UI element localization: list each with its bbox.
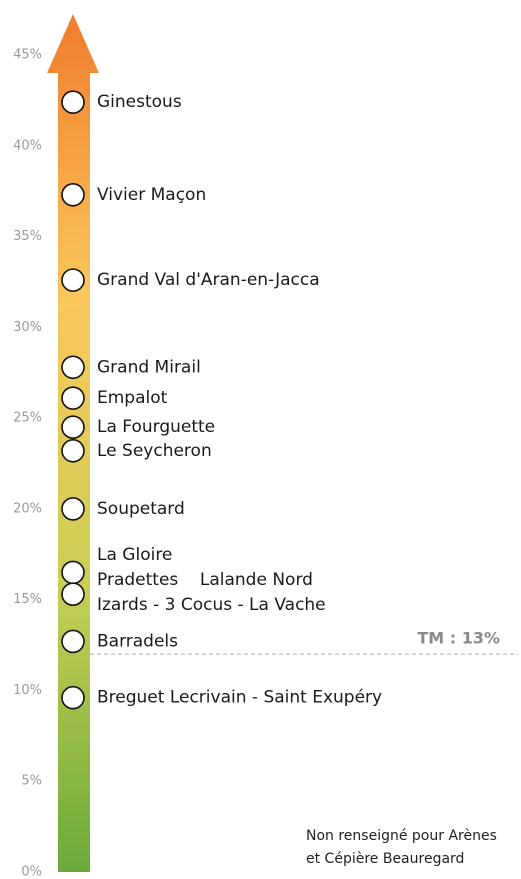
y-tick-label: 45%	[13, 48, 42, 63]
point	[61, 386, 85, 410]
point	[61, 182, 85, 207]
point-label: Le Seycheron	[97, 441, 212, 461]
y-tick-label: 5%	[21, 774, 42, 789]
y-tick-label: 40%	[13, 138, 42, 153]
point	[61, 685, 85, 710]
point	[61, 355, 85, 380]
y-tick-label: 35%	[13, 229, 42, 244]
annotation: TM : 13%	[417, 629, 500, 648]
point-label: Vivier Maçon	[97, 185, 206, 205]
point-label: Soupetard	[97, 499, 185, 519]
point-label: Barradels	[97, 631, 178, 651]
point	[61, 582, 85, 607]
point-label: Empalot	[97, 388, 168, 408]
point-label: Grand Val d'Aran-en-Jacca	[97, 270, 320, 290]
point-label: La Fourguette	[97, 417, 215, 437]
point-label: Ginestous	[97, 92, 182, 112]
point-label: Izards - 3 Cocus - La Vache	[97, 595, 326, 615]
point-label: Grand Mirail	[97, 357, 201, 377]
y-tick-label: 25%	[13, 411, 42, 426]
point	[61, 629, 85, 654]
point-label: Breguet Lecrivain - Saint Exupéry	[97, 688, 382, 708]
point-label: La Gloire	[97, 545, 172, 565]
point	[61, 438, 85, 463]
y-tick-label: 15%	[13, 592, 42, 607]
y-tick-label: 10%	[13, 683, 42, 698]
point	[61, 497, 85, 521]
point	[61, 268, 85, 292]
y-tick-label: 0%	[21, 865, 42, 879]
point	[61, 415, 85, 439]
note: Non renseigné pour Arènes	[306, 828, 497, 844]
y-tick-label: 30%	[13, 320, 42, 335]
point	[61, 90, 85, 115]
note: et Cépière Beauregard	[306, 851, 464, 867]
y-tick-label: 20%	[13, 501, 42, 516]
point-label: Pradettes Lalande Nord	[97, 570, 313, 590]
point	[61, 560, 85, 585]
